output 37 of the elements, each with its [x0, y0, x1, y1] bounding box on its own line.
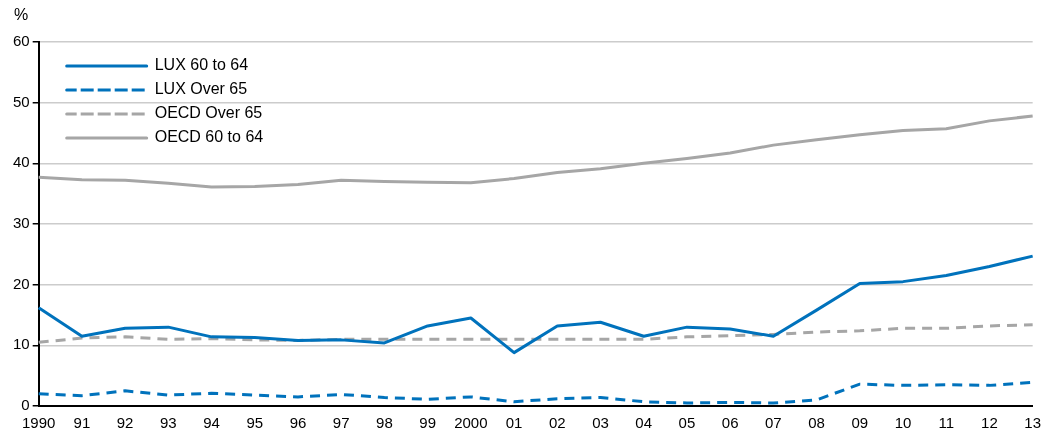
- x-tick-label: 96: [289, 414, 307, 432]
- y-tick-label: 10: [13, 335, 30, 353]
- x-tick-label: 95: [246, 414, 264, 432]
- x-tick-label: 92: [116, 414, 134, 432]
- x-tick-label: 02: [548, 414, 566, 432]
- x-tick-label: 91: [73, 414, 91, 432]
- x-tick-label: 04: [635, 414, 653, 432]
- y-tick-label: 20: [13, 274, 30, 292]
- y-tick-label: 60: [13, 32, 30, 50]
- y-tick-label: 0: [21, 396, 30, 414]
- x-tick-label: 01: [505, 414, 523, 432]
- y-tick-label: 30: [13, 214, 30, 232]
- x-tick-label: 08: [808, 414, 825, 432]
- x-tick-label: 12: [981, 414, 998, 432]
- legend-label: OECD 60 to 64: [154, 128, 264, 146]
- x-tick-label: 94: [203, 414, 220, 432]
- legend-label: LUX 60 to 64: [154, 56, 249, 74]
- x-tick-label: 99: [419, 414, 436, 432]
- x-tick-label: 2000: [454, 414, 488, 432]
- x-tick-label: 11: [938, 414, 955, 432]
- x-tick-label: 06: [721, 414, 739, 432]
- line-series: [37, 323, 1035, 344]
- x-tick-label: 05: [678, 414, 696, 432]
- x-tick-label: 13: [1024, 414, 1041, 432]
- x-tick-label: 03: [592, 414, 609, 432]
- x-tick-label: 98: [376, 414, 393, 432]
- x-tick-label: 93: [159, 414, 177, 432]
- x-tick-label: 1990: [22, 414, 56, 432]
- y-tick-label: 40: [13, 153, 30, 171]
- legend-label: OECD Over 65: [154, 104, 263, 122]
- x-tick-label: 97: [332, 414, 350, 432]
- x-tick-label: 09: [851, 414, 869, 432]
- x-tick-label: 10: [894, 414, 912, 432]
- y-axis-title: %: [14, 6, 29, 24]
- legend-label: LUX Over 65: [154, 80, 248, 98]
- x-tick-label: 07: [765, 414, 782, 432]
- y-tick-label: 50: [13, 92, 30, 110]
